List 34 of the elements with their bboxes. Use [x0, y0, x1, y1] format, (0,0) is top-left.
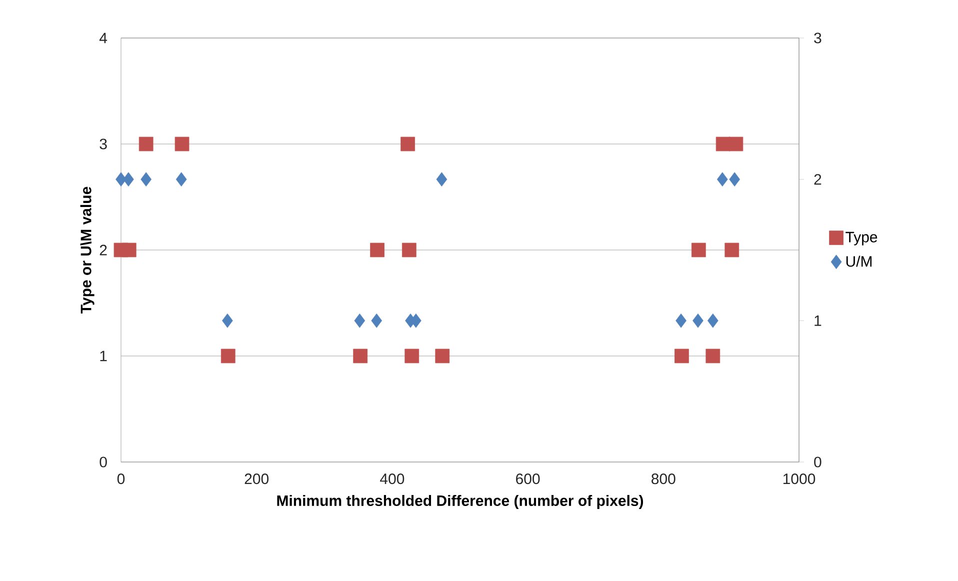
y2-tick-label: 1 — [814, 316, 822, 326]
point — [138, 136, 154, 152]
y-tick-label: 2 — [100, 244, 107, 256]
point — [220, 348, 236, 364]
point — [435, 348, 450, 364]
x-tick-label: 800 — [652, 474, 676, 484]
y-tick-label: 1 — [100, 350, 107, 362]
y-tick-label: 0 — [100, 456, 107, 468]
point — [122, 242, 136, 258]
x-axis-title: Minimum thresholded Difference (number of pixels) — [277, 494, 644, 509]
x-tick-label: 400 — [380, 474, 404, 484]
y-tick-label: 4 — [99, 32, 108, 44]
y2-tick-label: 3 — [814, 32, 822, 44]
point — [353, 348, 368, 364]
point — [404, 348, 420, 364]
x-tick-label: 0 — [117, 474, 125, 484]
point — [174, 136, 190, 152]
x-tick-label: 1000 — [783, 474, 816, 484]
point — [674, 348, 689, 364]
point — [402, 242, 416, 258]
point — [724, 242, 740, 258]
legend-label: U/M — [846, 256, 872, 267]
point — [706, 348, 720, 364]
point — [691, 242, 706, 258]
y2-tick-label: 2 — [814, 174, 822, 185]
point — [400, 136, 415, 152]
y2-tick-label: 0 — [814, 456, 822, 468]
y-axis-title: Type or U\M value — [80, 186, 94, 314]
x-tick-label: 600 — [516, 474, 540, 484]
x-tick-label: 200 — [244, 474, 269, 484]
point — [728, 136, 744, 152]
y-tick-label: 3 — [100, 138, 107, 150]
point — [370, 242, 384, 258]
legend-label: Type — [846, 232, 878, 246]
